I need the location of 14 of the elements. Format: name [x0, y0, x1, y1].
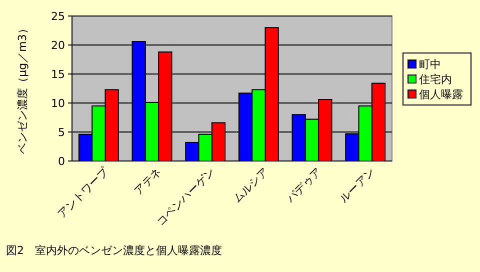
x-tick-label: アテネ	[132, 164, 164, 198]
y-tick-label: 5	[58, 126, 65, 139]
y-axis-title: ベンゼン濃度（μg／m3）	[16, 23, 29, 154]
y-tick-label: 10	[51, 96, 65, 110]
legend-label: 住宅内	[419, 72, 452, 86]
y-tick-label: 20	[51, 38, 65, 52]
x-tick-label: ルーアン	[337, 164, 378, 206]
y-tick-label: 15	[51, 68, 65, 81]
legend-label: 町中	[419, 58, 441, 71]
y-tick-label: 25	[51, 10, 65, 23]
text: 図2 室内外のベンゼン濃度と個人曝露濃度	[6, 244, 222, 257]
x-tick-label: ムルシア	[230, 164, 271, 206]
x-tick-label: パデゥア	[283, 164, 324, 206]
legend-label: 個人曝露	[419, 88, 463, 101]
